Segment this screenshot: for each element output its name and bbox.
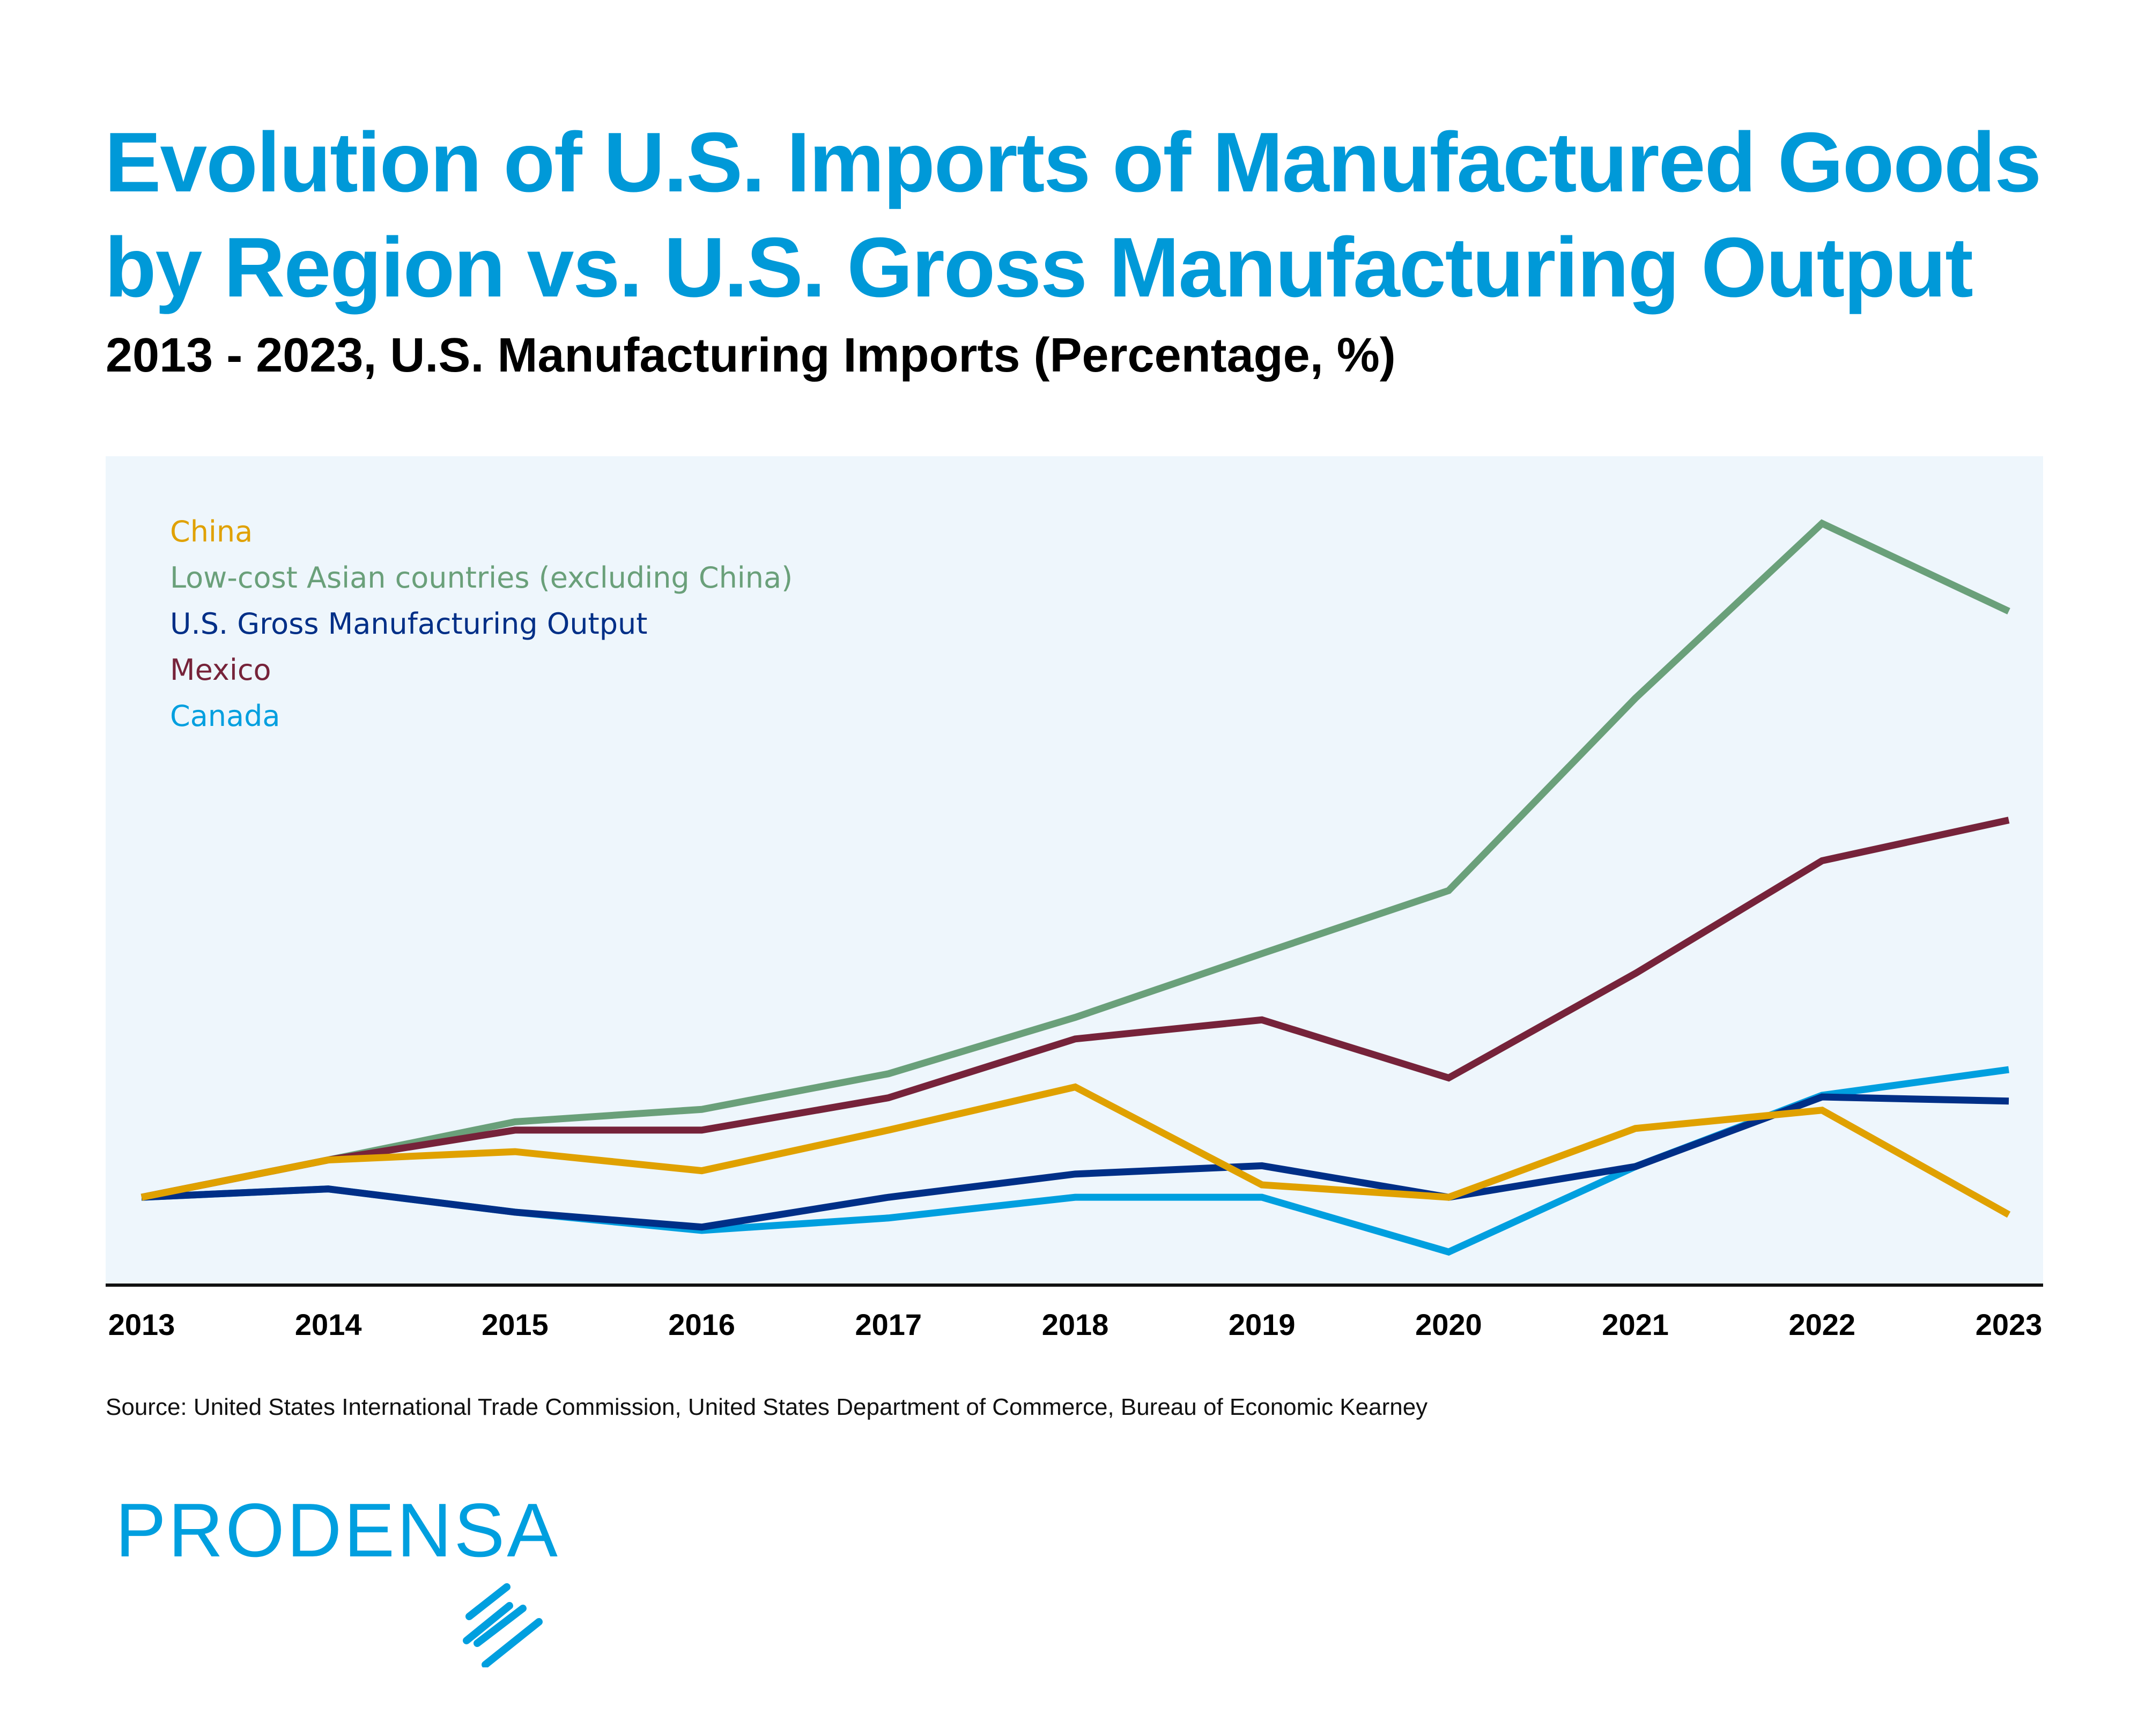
chart-title-line-1: Evolution of U.S. Imports of Manufacture… bbox=[105, 115, 2042, 210]
series-line-china bbox=[140, 1083, 2011, 1218]
x-tick-label: 2021 bbox=[1602, 1308, 1669, 1341]
x-tick-label: 2023 bbox=[1976, 1308, 2043, 1341]
chart-title-line-2: by Region vs. U.S. Gross Manufacturing O… bbox=[105, 220, 1973, 315]
x-tick-label: 2015 bbox=[482, 1308, 549, 1341]
legend-entry: Mexico bbox=[170, 653, 271, 687]
x-tick-label: 2017 bbox=[855, 1308, 922, 1341]
x-tick-label: 2014 bbox=[295, 1308, 362, 1341]
chart-title: Evolution of U.S. Imports of Manufacture… bbox=[105, 110, 2042, 320]
chart-subtitle: 2013 - 2023, U.S. Manufacturing Imports … bbox=[106, 329, 1396, 382]
x-tick-label: 2013 bbox=[108, 1308, 175, 1341]
legend-entry: Low-cost Asian countries (excluding Chin… bbox=[170, 561, 793, 595]
series-line-low-cost-asian-countries-excluding-china bbox=[140, 519, 2010, 1201]
series-line-mexico bbox=[140, 817, 2010, 1201]
legend-entry: Canada bbox=[170, 699, 280, 733]
source-note: Source: United States International Trad… bbox=[106, 1394, 1428, 1420]
prodensa-logo: PRODENSA bbox=[115, 1488, 560, 1667]
x-tick-label: 2018 bbox=[1042, 1308, 1109, 1341]
series-line-u-s-gross-manufacturing-output bbox=[141, 1093, 2009, 1231]
legend-entry: China bbox=[170, 515, 253, 548]
x-tick-label: 2016 bbox=[668, 1308, 735, 1341]
logo-wordmark: PRODENSA bbox=[115, 1488, 560, 1573]
x-tick-label: 2019 bbox=[1229, 1308, 1296, 1341]
logo-stripes-icon bbox=[463, 1583, 543, 1667]
x-tick-label: 2020 bbox=[1415, 1308, 1482, 1341]
legend-entry: U.S. Gross Manufacturing Output bbox=[170, 607, 647, 641]
x-tick-label: 2022 bbox=[1789, 1308, 1856, 1341]
